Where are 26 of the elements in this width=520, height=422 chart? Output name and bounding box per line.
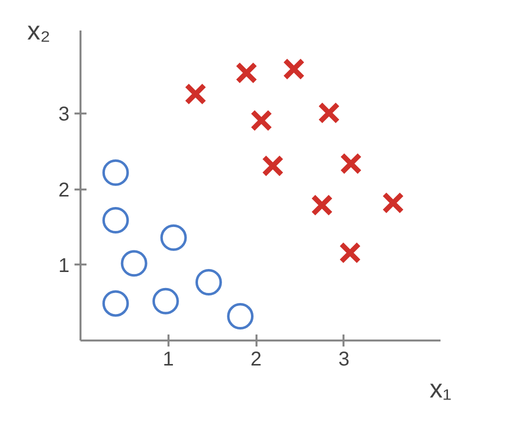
point	[262, 154, 284, 177]
point	[318, 102, 340, 124]
point	[102, 207, 129, 234]
point	[227, 303, 254, 330]
x-tick-label: 1	[162, 348, 174, 370]
point	[195, 269, 222, 296]
y-tick-label: 2	[58, 179, 70, 202]
point	[235, 62, 258, 84]
y-tick-label: 3	[58, 104, 70, 126]
x-tick-label: 3	[338, 348, 350, 370]
point	[339, 242, 362, 264]
y-tick-label: 1	[58, 254, 70, 277]
point	[310, 194, 333, 216]
point	[382, 192, 404, 214]
point	[282, 58, 305, 80]
point	[120, 250, 148, 277]
point	[184, 83, 207, 105]
point	[250, 109, 272, 132]
point	[152, 288, 179, 314]
x-tick-label: 2	[250, 348, 262, 370]
point	[160, 224, 187, 251]
point	[102, 159, 129, 186]
point	[340, 152, 362, 175]
y-axis-title: x₂	[27, 16, 50, 46]
point	[102, 290, 129, 317]
x-axis-title: x₁	[430, 374, 452, 404]
